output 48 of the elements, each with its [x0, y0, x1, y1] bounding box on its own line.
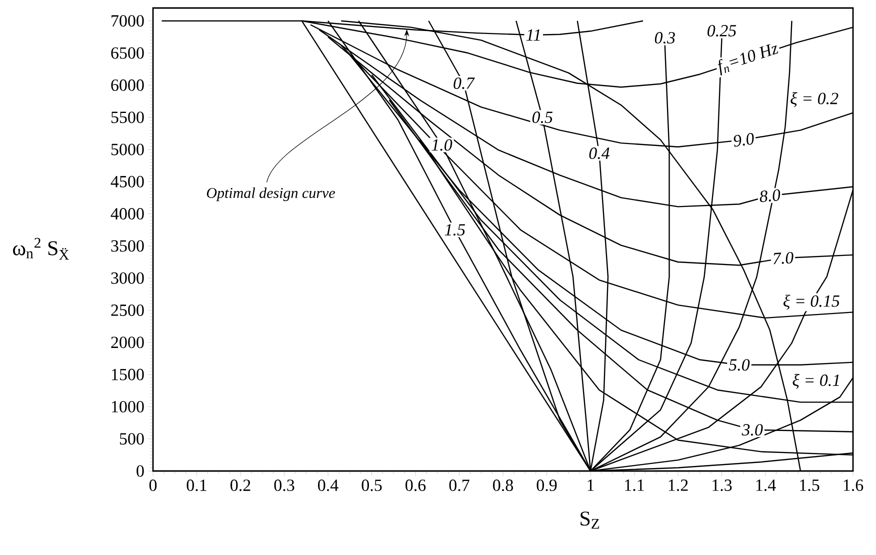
series-label: 9.0 — [734, 133, 754, 147]
y-tick-label: 1000 — [112, 400, 144, 412]
x-tick-label: 1.5 — [800, 480, 820, 491]
series-label: 0.7 — [454, 77, 475, 90]
x-tick-label: 0.6 — [406, 480, 426, 492]
series-label: ξ = 0.2 — [790, 92, 838, 108]
y-tick-label: 500 — [120, 433, 144, 445]
series-label: 11 — [526, 29, 540, 41]
x-tick-label: 0.1 — [186, 480, 206, 492]
y-tick-label: 5000 — [111, 144, 144, 156]
x-tick-label: 0 — [149, 480, 157, 492]
y-tick-label: 2500 — [111, 304, 144, 316]
y-tick-label: 0 — [136, 465, 144, 477]
annotation: Optimal design curve — [206, 188, 335, 202]
x-tick-label: 0.9 — [536, 480, 557, 492]
series-label: 0.25 — [708, 24, 736, 37]
x-tick-label: 0.7 — [449, 480, 470, 492]
y-tick-label: 3000 — [111, 272, 144, 284]
y-tick-label: 6500 — [111, 47, 144, 59]
x-tick-label: 0.8 — [493, 480, 513, 492]
x-tick-label: 1.1 — [625, 480, 644, 491]
series-label: 0.3 — [654, 32, 675, 44]
y-axis-title: ω$_{n}$$^{2}$ S$_{Ẍ}$ — [13, 238, 70, 260]
x-tick-label: 0.4 — [318, 480, 338, 492]
x-tick-label: 0.3 — [274, 480, 294, 492]
y-tick-label: 6000 — [111, 79, 144, 91]
x-tick-label: 1.2 — [668, 480, 688, 492]
series-label: 1.5 — [444, 224, 465, 236]
series-label: 0.4 — [589, 148, 610, 160]
x-tick-label: 1.4 — [756, 480, 776, 491]
x-tick-label: 1 — [588, 480, 594, 491]
y-tick-label: 5500 — [111, 112, 144, 124]
series-label: ξ = 0.15 — [784, 294, 840, 310]
series-label: ξ = 0.1 — [792, 374, 839, 389]
x-tick-label: 0.5 — [362, 480, 382, 492]
x-tick-label: 0.2 — [230, 480, 250, 492]
y-tick-label: 3500 — [111, 240, 144, 252]
y-tick-label: 7000 — [112, 15, 144, 27]
y-tick-label: 1500 — [112, 368, 144, 380]
text: f$_{n}$=10 Hz — [718, 44, 778, 76]
y-tick-label: 4000 — [110, 208, 144, 220]
series-label: 5.0 — [728, 359, 750, 371]
x-tick-label: 1.3 — [712, 480, 732, 492]
x-axis-title: S$_{Z}$ — [580, 512, 600, 529]
x-tick-label: 1.6 — [844, 480, 864, 492]
series-label: 7.0 — [774, 252, 794, 264]
y-tick-label: 2000 — [111, 336, 144, 348]
y-tick-label: 4500 — [110, 176, 144, 188]
